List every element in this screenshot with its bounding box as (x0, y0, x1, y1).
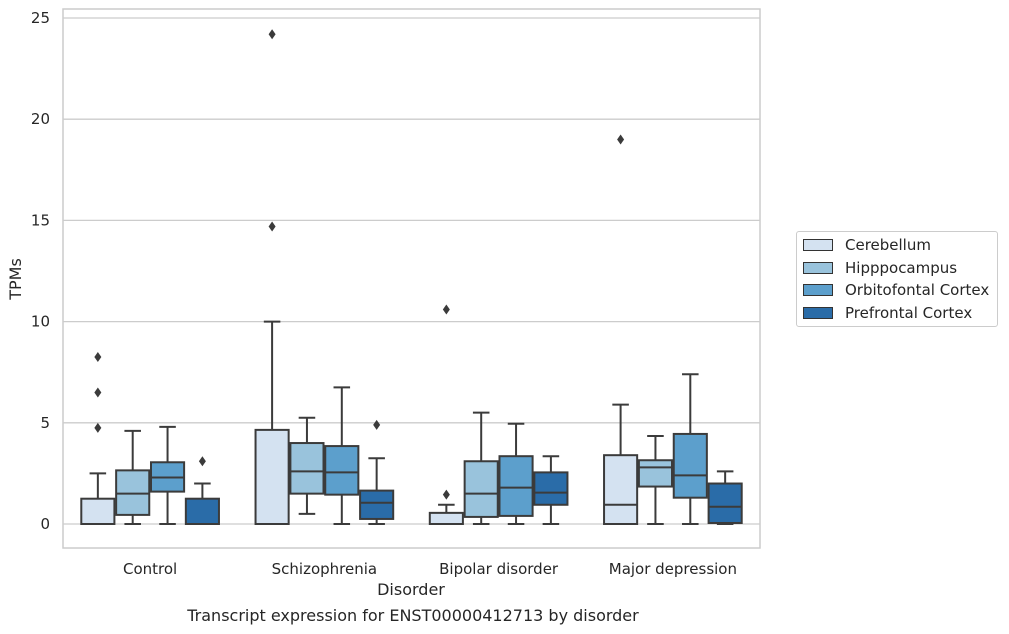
box-body (603, 454, 639, 525)
legend-item-hippocampus: Hipppocampus (803, 259, 957, 277)
outlier-point (373, 419, 381, 430)
box-2-2 (498, 422, 534, 525)
box-body (533, 471, 569, 506)
box-body (463, 460, 499, 518)
box-2-1 (463, 411, 499, 525)
box-body (428, 511, 464, 525)
y-tick-label: 0 (40, 515, 50, 533)
boxes (80, 29, 743, 526)
outlier-point (268, 221, 276, 232)
y-tick-labels: 0 5 10 15 20 25 (31, 9, 50, 533)
y-tick-label: 5 (40, 414, 50, 432)
legend-label: Hipppocampus (845, 259, 958, 277)
y-axis-label: TPMs (6, 258, 25, 301)
box-body (80, 497, 116, 526)
box-0-0 (80, 352, 116, 526)
box-body (289, 442, 325, 495)
outlier-point (94, 352, 102, 363)
figure-caption: Transcript expression for ENST0000041271… (187, 606, 639, 625)
x-tick-label: Control (123, 560, 177, 578)
legend-item-cerebellum: Cerebellum (803, 236, 931, 254)
outlier-point (94, 387, 102, 398)
outlier-point (617, 134, 625, 145)
box-body (359, 489, 395, 520)
plot-frame (62, 8, 761, 549)
box-body (254, 428, 290, 525)
box-0-2 (149, 425, 186, 525)
legend-swatch (803, 262, 833, 274)
y-tick-label: 20 (31, 110, 50, 128)
box-body (672, 432, 708, 499)
box-body (184, 497, 220, 526)
outlier-point (442, 489, 450, 500)
x-tick-label: Bipolar disorder (439, 560, 559, 578)
x-tick-labels: Control Schizophrenia Bipolar disorder Majo… (123, 560, 737, 578)
box-3-1 (637, 434, 674, 525)
box-0-3 (184, 456, 220, 526)
legend-swatch (803, 239, 833, 251)
grid-lines (63, 17, 760, 525)
box-0-1 (115, 429, 151, 525)
box-1-1 (289, 416, 325, 515)
box-body (498, 455, 534, 517)
box-body (324, 445, 360, 496)
x-tick-label: Schizophrenia (272, 560, 377, 578)
box-2-3 (533, 455, 569, 525)
y-tick-label: 10 (31, 313, 50, 331)
legend-label: Prefrontal Cortex (845, 304, 973, 322)
outlier-point (198, 456, 206, 467)
box-1-0 (254, 29, 290, 525)
box-2-0 (428, 304, 464, 525)
legend-swatch (803, 284, 833, 296)
legend-swatch (803, 307, 833, 319)
box-3-3 (707, 470, 743, 525)
y-tick-label: 15 (31, 211, 50, 229)
outlier-point (268, 29, 276, 40)
x-axis-label: Disorder (377, 580, 445, 599)
outlier-point (442, 304, 450, 315)
legend-item-prefrontal-cortex: Prefrontal Cortex (803, 304, 972, 322)
legend-item-orbitofontal-cortex: Orbitofontal Cortex (803, 281, 989, 299)
box-3-0 (603, 134, 639, 525)
box-body (637, 459, 674, 488)
box-1-2 (324, 386, 360, 525)
outlier-point (94, 422, 102, 433)
box-1-3 (359, 419, 395, 525)
box-3-2 (672, 373, 708, 525)
box-body (115, 469, 151, 516)
legend: Cerebellum Hipppocampus Orbitofontal Cor… (796, 231, 998, 327)
legend-label: Orbitofontal Cortex (845, 281, 990, 299)
legend-label: Cerebellum (845, 236, 931, 254)
y-tick-label: 25 (31, 9, 50, 27)
box-body (707, 482, 743, 524)
x-tick-label: Major depression (609, 560, 737, 578)
